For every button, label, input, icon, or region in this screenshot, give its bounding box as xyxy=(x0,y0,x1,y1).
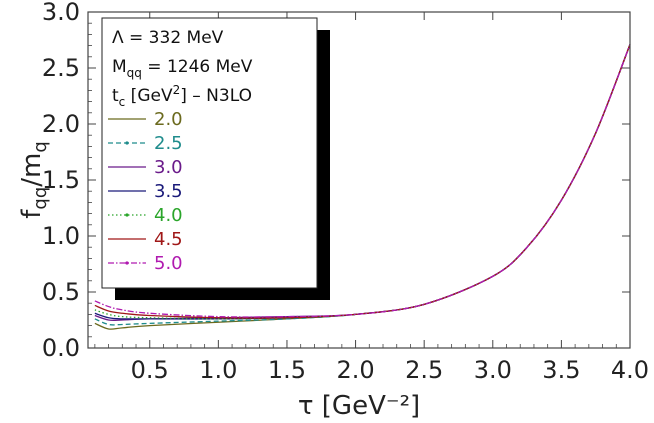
legend-marker-5.0 xyxy=(125,261,129,265)
legend-marker-2.5 xyxy=(125,141,129,145)
legend-tc-header: tc [GeV2] – N3LO xyxy=(112,83,252,109)
x-tick-label: 2.0 xyxy=(336,356,374,384)
x-tick-label: 3.0 xyxy=(474,356,512,384)
legend-box xyxy=(101,17,318,289)
y-tick-label: 2.5 xyxy=(42,54,80,82)
legend-lambda: Λ = 332 MeV xyxy=(112,28,224,48)
x-tick-label: 1.0 xyxy=(199,356,237,384)
legend-mass: Mqq = 1246 MeV xyxy=(112,57,253,80)
legend-marker-4.0 xyxy=(125,213,129,217)
x-tick-label: 1.5 xyxy=(268,356,306,384)
series-line-5.0 xyxy=(94,44,631,318)
y-tick-label: 3.0 xyxy=(42,0,80,26)
plot-lines xyxy=(94,44,631,330)
axis-ticks: 0.5 1.0 1.5 2.0 2.5 3.0 3.5 4.00.00.51.01.52.02… xyxy=(42,0,649,384)
y-tick-label: 2.0 xyxy=(42,110,80,138)
y-tick-label: 0.0 xyxy=(42,334,80,362)
legend-entries: 2.0 2.5 3.0 3.5 4.0 4.5 5.0 xyxy=(108,109,183,274)
x-tick-label: 2.5 xyxy=(405,356,443,384)
x-tick-label: 3.5 xyxy=(542,356,580,384)
y-tick-label: 1.0 xyxy=(42,222,80,250)
y-axis-label: fqq/mq xyxy=(17,141,51,219)
y-tick-label: 1.5 xyxy=(42,166,80,194)
legend-label-2.5: 2.5 xyxy=(154,133,183,154)
y-tick-label: 0.5 xyxy=(42,278,80,306)
legend-label-4.0: 4.0 xyxy=(154,205,183,226)
legend-label-3.0: 3.0 xyxy=(154,157,183,178)
legend-label-5.0: 5.0 xyxy=(154,253,183,274)
legend-label-3.5: 3.5 xyxy=(154,181,183,202)
x-tick-label: 0.5 xyxy=(131,356,169,384)
series-line-4.0 xyxy=(94,44,631,320)
x-tick-label: 4.0 xyxy=(611,356,649,384)
legend-label-2.0: 2.0 xyxy=(154,109,183,130)
legend-label-4.5: 4.5 xyxy=(154,229,183,250)
x-axis-label: τ [GeV⁻²] xyxy=(298,391,420,421)
